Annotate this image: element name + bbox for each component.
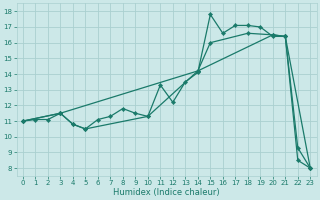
X-axis label: Humidex (Indice chaleur): Humidex (Indice chaleur) (113, 188, 220, 197)
